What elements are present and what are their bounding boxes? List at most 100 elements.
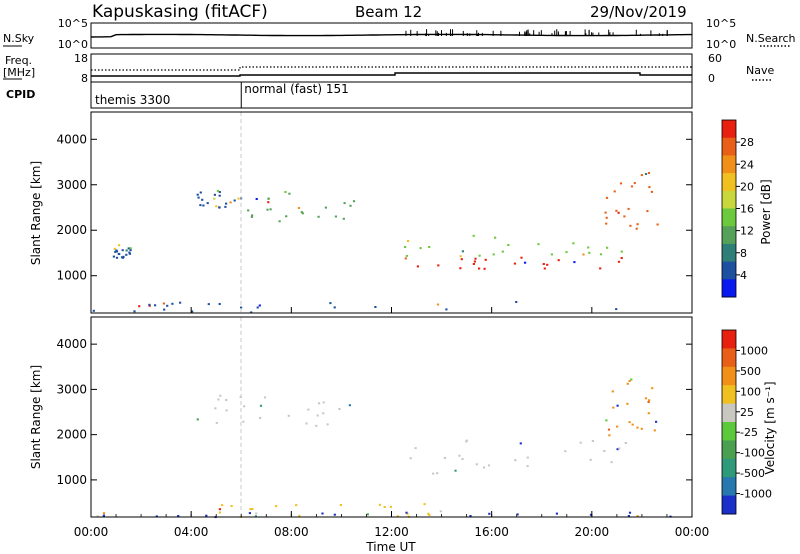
data-point [298,514,301,517]
y-tick-label: 2000 [56,223,87,237]
data-point [113,247,116,250]
x-tick-label: 08:00 [274,525,309,539]
colorbar-swatch [722,422,736,441]
freq-label-1: Freq. [5,54,32,67]
data-point [616,425,619,428]
data-point [259,404,263,407]
data-point [297,207,300,209]
data-point [250,311,253,314]
cpid-label: CPID [6,88,35,101]
data-point [633,182,636,185]
data-point [315,424,318,427]
data-point [615,308,618,311]
data-point [300,211,303,214]
data-point [214,407,217,410]
data-point [326,423,329,426]
data-point [334,215,337,218]
data-point [248,512,251,515]
colorbar-swatch [722,477,736,497]
data-point [240,306,243,309]
data-point [125,253,128,256]
data-point [199,204,202,207]
data-point [218,194,221,197]
data-point [437,264,440,267]
data-point [599,253,603,256]
y-tick-label: 4000 [56,132,87,146]
data-point [163,308,166,311]
freq-line [91,72,692,77]
data-point [623,215,626,218]
data-point [589,513,593,516]
data-point [439,510,442,513]
data-point [329,302,332,305]
data-point [378,503,381,506]
data-point [243,405,246,408]
colorbar-tick-label: 8 [740,247,747,260]
x-tick-label: 12:00 [374,525,409,539]
data-point [617,260,621,263]
data-point [383,506,386,508]
colorbar-swatch [722,440,736,460]
data-point [338,408,341,410]
data-point [343,202,346,205]
data-point [128,252,131,255]
data-point [635,227,638,230]
data-point [404,246,407,248]
x-tick-label: 00:00 [74,525,109,539]
data-point [288,192,291,195]
noise-spikes [405,29,668,36]
cpid-panel: CPID themis 3300 normal (fast) 151 [6,81,693,109]
data-point [285,215,288,218]
data-point [607,428,611,431]
data-point [604,211,607,214]
colorbar-tick-label: 25 [740,406,754,419]
data-point [155,515,158,518]
power-ylabel: Slant Range [km] [29,161,43,265]
data-point [120,256,124,259]
data-point [526,456,529,459]
data-point [242,420,245,423]
data-point [472,263,475,265]
data-point [154,304,157,307]
data-point [92,309,95,312]
data-point [318,402,321,405]
colorbar-tick-label: -100 [740,447,765,460]
data-point [349,204,352,207]
data-point [636,426,639,429]
nave-tick-low: 0 [708,72,715,85]
x-tick-label: 04:00 [174,525,209,539]
colorbar-tick-label: 100 [740,385,761,398]
data-point [618,447,621,450]
data-point [520,256,523,259]
data-point [333,513,336,516]
data-point [656,223,659,226]
data-point [443,457,446,459]
colorbar-swatch [722,366,736,386]
noise-tick-high-right: 10^5 [706,17,736,30]
data-point [550,253,553,256]
data-point [112,255,115,258]
data-point [115,249,118,252]
data-point [218,511,221,514]
data-point [218,206,221,209]
data-point [653,429,656,432]
data-point [572,242,575,245]
colorbar-swatch [722,120,736,139]
data-point [267,201,270,204]
colorbar-tick-label: 16 [740,203,754,216]
data-point [201,198,204,201]
x-tick-label: 20:00 [575,525,610,539]
data-point [436,303,440,306]
data-point [284,191,287,193]
data-point [278,220,281,223]
data-point [266,208,269,211]
data-point [605,222,608,225]
data-point [251,508,254,510]
colorbar-swatch [722,279,736,298]
data-point [405,511,408,514]
data-point [217,398,220,401]
x-tick-label: 16:00 [474,525,509,539]
colorbar-swatch [722,495,736,515]
data-point [316,414,319,417]
data-point [249,508,252,511]
